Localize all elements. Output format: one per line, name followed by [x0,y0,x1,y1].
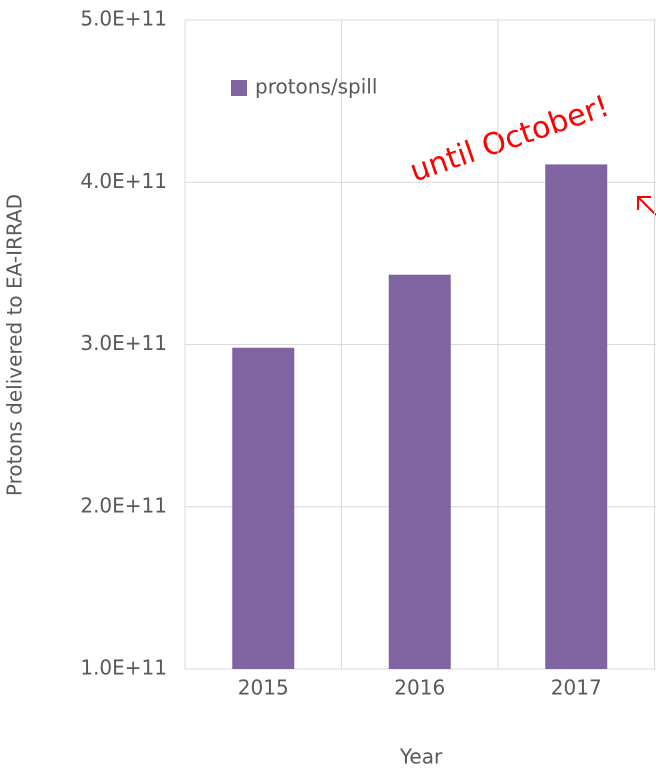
x-tick-label: 2015 [238,676,289,700]
x-tick-label: 2017 [551,676,602,700]
x-tick-label: 2016 [394,676,445,700]
legend-swatch [231,80,247,96]
bar [388,274,451,669]
bar [545,164,608,669]
legend-label: protons/spill [255,75,377,99]
y-tick-label: 5.0E+11 [80,7,167,31]
y-tick-label: 3.0E+11 [80,331,167,355]
y-tick-label: 4.0E+11 [80,169,167,193]
y-tick-label: 1.0E+11 [80,656,167,680]
arrow [637,196,656,216]
y-axis-title: Protons delivered to EA-IRRAD [3,194,27,496]
bar [232,347,295,669]
y-tick-label: 2.0E+11 [80,493,167,517]
x-axis-title: Year [399,745,443,769]
